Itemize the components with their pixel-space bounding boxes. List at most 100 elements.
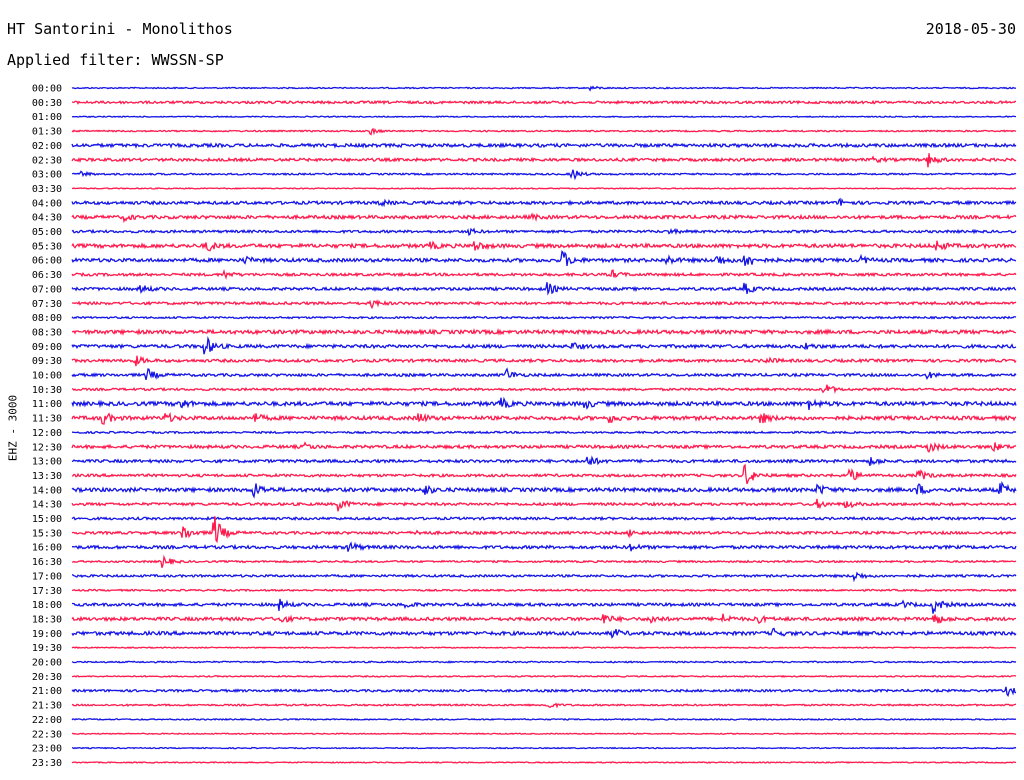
row-time-label: 16:30 [32, 557, 62, 568]
row-time-label: 21:30 [32, 701, 62, 712]
trace-line [71, 686, 1017, 697]
row-time-label: 15:30 [32, 528, 62, 539]
trace-line [71, 732, 1017, 736]
trace-line [71, 227, 1017, 237]
trace-line [71, 250, 1017, 266]
row-time-label: 17:00 [32, 571, 62, 582]
row-time-label: 17:30 [32, 586, 62, 597]
row-time-label: 19:30 [32, 643, 62, 654]
row-time-label: 11:00 [32, 399, 62, 410]
row-time-label: 09:30 [32, 356, 62, 367]
trace-line [71, 702, 1017, 709]
trace-line [71, 463, 1017, 485]
row-time-label: 09:00 [32, 342, 62, 353]
row-time-label: 23:00 [32, 744, 62, 755]
row-time-label: 18:00 [32, 600, 62, 611]
row-time-label: 12:00 [32, 428, 62, 439]
row-time-label: 11:30 [32, 414, 62, 425]
station-title: HT Santorini - Monolithos [7, 20, 233, 38]
row-time-label: 19:00 [32, 629, 62, 640]
trace-line [71, 315, 1017, 320]
trace-line [71, 335, 1017, 355]
row-time-label: 13:00 [32, 457, 62, 468]
trace-line [71, 541, 1017, 552]
row-time-label: 02:30 [32, 155, 62, 166]
trace-line [71, 516, 1017, 544]
trace-line [71, 85, 1017, 92]
trace-line [71, 571, 1017, 583]
row-time-label: 01:30 [32, 127, 62, 138]
trace-line [71, 598, 1017, 614]
trace-line [71, 153, 1017, 168]
row-time-label: 07:30 [32, 299, 62, 310]
filter-label: Applied filter: WWSSN-SP [7, 51, 224, 69]
row-time-label: 21:00 [32, 686, 62, 697]
trace-line [71, 169, 1017, 181]
trace-line [71, 613, 1017, 625]
trace-line [71, 455, 1017, 466]
trace-line [71, 396, 1017, 411]
trace-line [71, 367, 1017, 381]
trace-line [71, 355, 1017, 367]
row-time-label: 06:00 [32, 256, 62, 267]
trace-line [71, 212, 1017, 224]
trace-line [71, 240, 1017, 252]
row-time-label: 02:00 [32, 141, 62, 152]
row-time-label: 16:00 [32, 543, 62, 554]
trace-line [71, 299, 1017, 310]
row-time-label: 08:30 [32, 327, 62, 338]
trace-line [71, 761, 1017, 764]
trace-line [71, 99, 1017, 105]
date-label: 2018-05-30 [925, 20, 1016, 38]
row-time-label: 05:30 [32, 241, 62, 252]
trace-line [71, 187, 1017, 190]
trace-line [71, 588, 1017, 593]
row-time-label: 00:30 [32, 98, 62, 109]
trace-line [71, 384, 1017, 394]
trace-line [71, 746, 1017, 750]
trace-line [71, 430, 1017, 435]
trace-line [71, 441, 1017, 453]
trace-line [71, 328, 1017, 336]
row-time-label: 23:30 [32, 758, 62, 769]
trace-line [71, 141, 1017, 149]
trace-line [71, 498, 1017, 512]
trace-line [71, 411, 1017, 425]
row-time-label: 18:30 [32, 614, 62, 625]
row-time-label: 01:00 [32, 112, 62, 123]
row-time-label: 04:30 [32, 213, 62, 224]
row-time-label: 05:00 [32, 227, 62, 238]
trace-line [71, 115, 1017, 119]
trace-line [71, 646, 1017, 650]
row-time-label: 20:30 [32, 672, 62, 683]
row-time-label: 14:00 [32, 485, 62, 496]
trace-line [71, 660, 1017, 664]
row-time-label: 04:00 [32, 198, 62, 209]
row-time-label: 15:00 [32, 514, 62, 525]
row-time-label: 14:30 [32, 500, 62, 511]
trace-line [71, 268, 1017, 280]
trace-line [71, 480, 1017, 499]
trace-line [71, 197, 1017, 208]
row-time-label: 08:00 [32, 313, 62, 324]
row-time-label: 22:30 [32, 729, 62, 740]
trace-line [71, 674, 1017, 678]
row-time-label: 10:00 [32, 371, 62, 382]
trace-line [71, 717, 1017, 721]
row-time-label: 12:30 [32, 442, 62, 453]
row-time-label: 03:00 [32, 170, 62, 181]
row-time-label: 00:00 [32, 84, 62, 95]
row-time-label: 06:30 [32, 270, 62, 281]
row-time-label: 10:30 [32, 385, 62, 396]
row-time-label: 03:30 [32, 184, 62, 195]
row-time-label: 22:00 [32, 715, 62, 726]
row-time-label: 07:00 [32, 284, 62, 295]
trace-line [71, 282, 1017, 296]
row-time-label: 13:30 [32, 471, 62, 482]
row-time-label: 20:00 [32, 658, 62, 669]
trace-line [71, 627, 1017, 639]
trace-line [71, 127, 1017, 136]
trace-line [71, 554, 1017, 568]
trace-line [71, 515, 1017, 522]
